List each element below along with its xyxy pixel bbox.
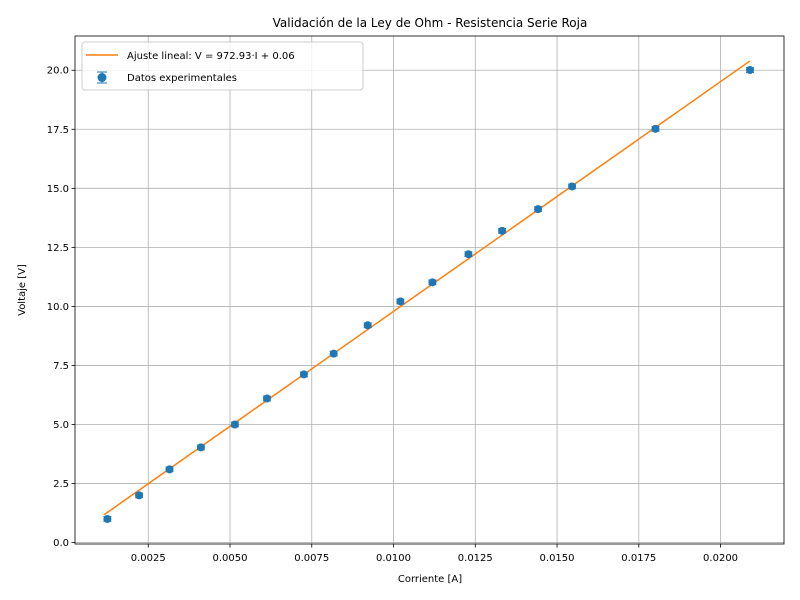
data-point (103, 514, 112, 523)
chart-title: Validación de la Ley de Ohm - Resistenci… (273, 16, 588, 30)
x-tick-label: 0.0200 (703, 553, 738, 564)
legend: Ajuste lineal: V = 972.93·I + 0.06 Datos… (81, 41, 364, 91)
data-point (651, 124, 660, 133)
data-marker (363, 321, 372, 330)
data-marker (396, 297, 405, 306)
data-marker (428, 278, 437, 287)
x-tick-label: 0.0050 (213, 553, 248, 564)
fit-line (103, 60, 751, 516)
data-marker (262, 394, 271, 403)
data-marker (329, 349, 338, 358)
plot-frame (74, 35, 785, 545)
data-marker (165, 465, 174, 474)
data-point (363, 321, 372, 330)
data-point (135, 491, 144, 500)
plot-series (103, 60, 754, 523)
data-point (534, 205, 543, 214)
y-tick-label: 2.5 (53, 479, 69, 490)
data-marker (498, 226, 507, 235)
data-marker (103, 514, 112, 523)
x-tick-label: 0.0125 (458, 553, 493, 564)
y-tick-label: 10.0 (47, 302, 69, 313)
legend-data-label: Datos experimentales (127, 73, 237, 84)
y-tick-label: 15.0 (47, 184, 69, 195)
data-point (568, 182, 577, 191)
x-axis-label: Corriente [A] (398, 574, 462, 585)
data-point (299, 370, 308, 379)
y-tick-label: 0.0 (53, 538, 69, 549)
x-tick-label: 0.0075 (294, 553, 329, 564)
legend-data-swatch (97, 71, 107, 84)
data-marker (534, 205, 543, 214)
data-marker (196, 443, 205, 452)
x-tick-label: 0.0100 (376, 553, 411, 564)
legend-fit-label: Ajuste lineal: V = 972.93·I + 0.06 (127, 51, 295, 62)
y-tick-label: 17.5 (47, 125, 69, 136)
legend-box (81, 41, 364, 91)
data-point (396, 297, 405, 306)
data-point (165, 465, 174, 474)
data-point (262, 394, 271, 403)
y-tick-label: 20.0 (47, 66, 69, 77)
axis-ticks: 0.0025 0.0050 0.0075 0.0100 0.0125 0.0150 0.01… (47, 66, 738, 564)
grid (75, 36, 784, 544)
data-point (428, 278, 437, 287)
y-axis-label: Voltaje [V] (17, 264, 28, 316)
data-marker (568, 182, 577, 191)
data-marker (464, 250, 473, 259)
data-point (230, 420, 239, 429)
data-point (196, 443, 205, 452)
data-point (464, 250, 473, 259)
x-tick-label: 0.0150 (540, 553, 575, 564)
data-marker (651, 124, 660, 133)
data-point (745, 66, 754, 75)
y-tick-label: 12.5 (47, 243, 69, 254)
y-tick-label: 7.5 (53, 361, 69, 372)
x-tick-label: 0.0025 (131, 553, 166, 564)
data-marker (230, 420, 239, 429)
y-tick-label: 5.0 (53, 420, 69, 431)
data-marker (745, 66, 754, 75)
data-marker (299, 370, 308, 379)
data-point (329, 349, 338, 358)
data-point (498, 226, 507, 235)
x-tick-label: 0.0175 (621, 553, 656, 564)
data-marker (135, 491, 144, 500)
